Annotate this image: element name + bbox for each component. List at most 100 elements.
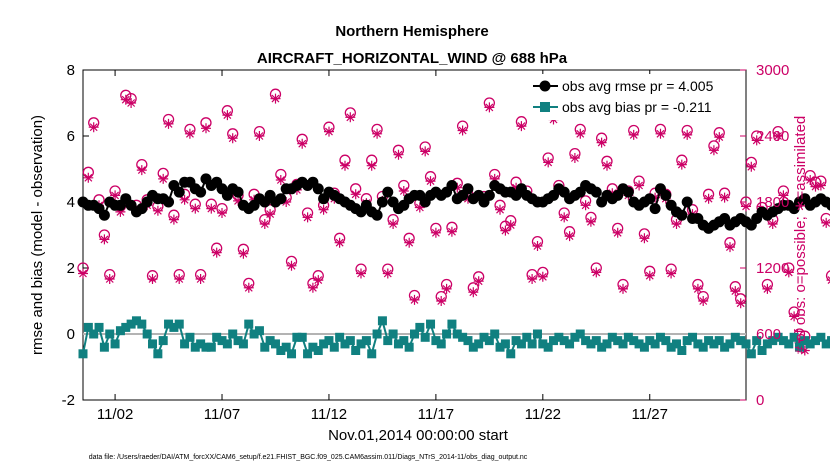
obs-assimilated-point [596, 137, 607, 148]
y-right-tick-label: 1800 [756, 194, 789, 211]
obs-assimilated-point [211, 247, 222, 258]
rmse-point [98, 209, 110, 221]
bias-point [789, 332, 799, 342]
rmse-point [826, 200, 830, 211]
obs-assimilated-point [414, 202, 425, 213]
obs-assimilated-point [307, 282, 318, 293]
obs-assimilated-point [168, 214, 179, 225]
bias-point [228, 329, 238, 339]
obs-assimilated-point [446, 226, 457, 237]
obs-assimilated-point [302, 212, 313, 223]
bias-point [591, 336, 601, 346]
obs-assimilated-point [789, 311, 800, 322]
bias-point [169, 322, 179, 332]
bias-point [196, 339, 206, 349]
bias-point [164, 319, 174, 329]
bias-point [618, 339, 628, 349]
bias-point [249, 329, 259, 339]
rmse-point [371, 209, 383, 221]
rmse-point [163, 196, 175, 208]
obs-assimilated-point [815, 180, 826, 191]
bias-point [319, 339, 329, 349]
obs-assimilated-point [409, 294, 420, 305]
obs-assimilated-point [83, 172, 94, 183]
obs-assimilated-point [430, 227, 441, 238]
y-axis-label-right: # of obs: o=possible; ∗=assimilated [792, 116, 809, 355]
bias-point [623, 332, 633, 342]
obs-assimilated-point [762, 283, 773, 294]
obs-assimilated-point [585, 216, 596, 227]
obs-assimilated-point [238, 248, 249, 259]
obs-assimilated-point [99, 234, 110, 245]
obs-assimilated-point [666, 268, 677, 279]
obs-assimilated-point [184, 128, 195, 139]
bias-point [399, 336, 409, 346]
bias-point [142, 329, 152, 339]
y-left-tick-label: 4 [67, 194, 75, 211]
obs-assimilated-point [334, 237, 345, 248]
obs-assimilated-point [88, 122, 99, 133]
rmse-point [483, 189, 495, 201]
bias-point [131, 316, 141, 326]
x-tick-label: 11/02 [97, 406, 133, 423]
obs-assimilated-point [505, 220, 516, 231]
rmse-point [173, 186, 185, 198]
obs-assimilated-point [692, 283, 703, 294]
rmse-point [462, 183, 474, 195]
bias-point [821, 339, 830, 349]
obs-assimilated-point [388, 219, 399, 229]
obs-assimilated-point [233, 195, 244, 206]
bias-point [115, 326, 125, 336]
rmse-point [382, 186, 394, 198]
bias-point [94, 322, 104, 332]
bias-point [292, 332, 302, 342]
obs-assimilated-point [580, 200, 591, 211]
bias-point [746, 349, 756, 359]
obs-assimilated-point [265, 209, 276, 220]
y-left-tick-label: 6 [67, 128, 75, 145]
bias-point [532, 329, 542, 339]
bias-point [773, 332, 783, 342]
obs-assimilated-point [227, 133, 238, 144]
bias-point [404, 342, 414, 352]
obs-assimilated-point [500, 225, 511, 236]
bias-point [436, 339, 446, 349]
bias-point [522, 332, 532, 342]
obs-assimilated-point [725, 242, 735, 253]
bias-point [431, 336, 441, 346]
obs-assimilated-point [714, 132, 725, 143]
bias-point [725, 339, 735, 349]
obs-assimilated-point [275, 175, 286, 185]
bias-point [89, 329, 99, 339]
bias-point [511, 336, 521, 346]
y-left-tick-label: 0 [67, 326, 75, 343]
bias-point [811, 336, 821, 346]
bias-point [287, 349, 297, 359]
rmse-point [649, 203, 661, 215]
obs-assimilated-point [708, 145, 719, 156]
obs-assimilated-point [639, 233, 650, 244]
x-tick-label: 11/12 [311, 406, 347, 423]
bias-point [698, 342, 708, 352]
bias-point [778, 336, 788, 346]
obs-assimilated-point [126, 98, 137, 108]
obs-assimilated-point [425, 176, 436, 187]
obs-assimilated-point [259, 219, 270, 229]
obs-assimilated-point [783, 267, 794, 278]
bias-point [222, 339, 232, 349]
bias-point [752, 336, 762, 346]
bias-point [720, 342, 730, 352]
obs-assimilated-point [741, 201, 751, 212]
bias-point [639, 342, 649, 352]
y-left-tick-label: -2 [62, 392, 75, 409]
bias-point [634, 339, 644, 349]
obs-assimilated-point [324, 126, 334, 137]
bias-point [276, 346, 286, 355]
bias-point [827, 336, 830, 346]
bias-point [688, 332, 698, 342]
obs-assimilated-point [537, 271, 548, 282]
obs-assimilated-point [206, 203, 217, 214]
obs-assimilated-point [452, 182, 463, 193]
legend-bias-label: obs avg bias pr = -0.211 [562, 99, 712, 115]
bias-point [372, 329, 382, 339]
